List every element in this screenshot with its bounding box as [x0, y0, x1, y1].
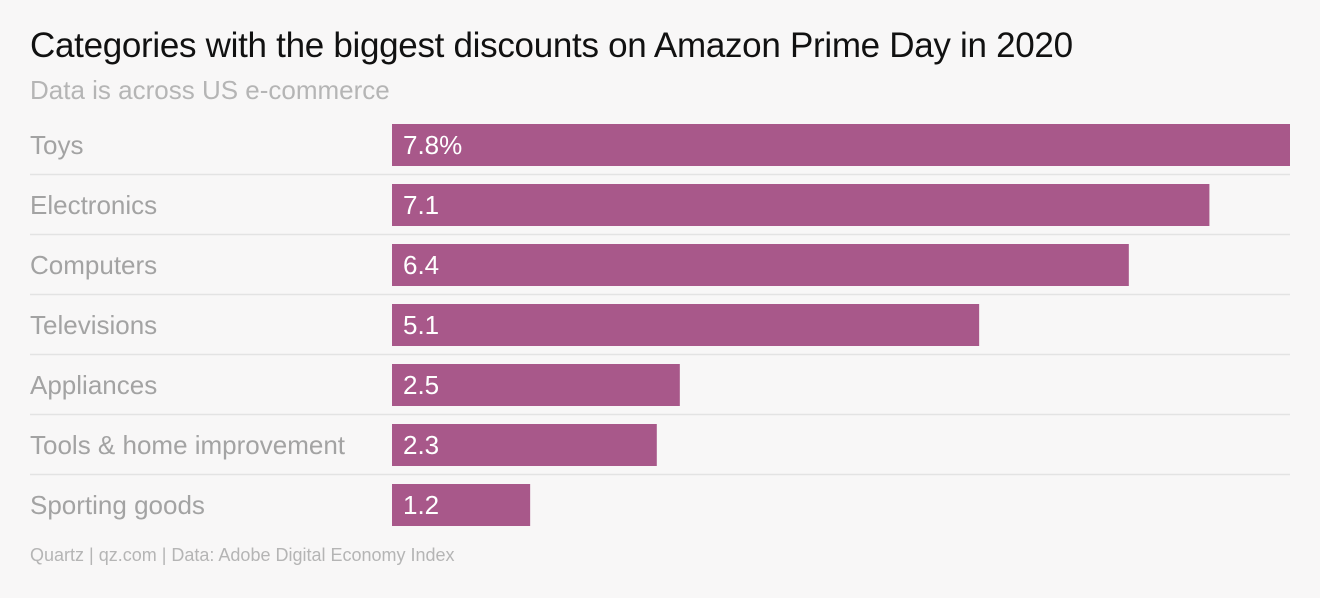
bar — [392, 304, 980, 346]
category-label: Electronics — [30, 190, 157, 220]
bar — [392, 424, 657, 466]
category-label: Appliances — [30, 370, 157, 400]
category-label: Toys — [30, 130, 83, 160]
bar-value-label: 7.1 — [403, 190, 439, 220]
chart-title: Categories with the biggest discounts on… — [30, 26, 1073, 65]
source-footer: Quartz | qz.com | Data: Adobe Digital Ec… — [30, 545, 455, 565]
chart-subtitle: Data is across US e-commerce — [30, 75, 390, 105]
category-label: Sporting goods — [30, 490, 205, 520]
bar — [392, 184, 1210, 226]
bar-value-label: 2.3 — [403, 430, 439, 460]
category-label: Tools & home improvement — [30, 430, 346, 460]
bar-value-label: 1.2 — [403, 490, 439, 520]
bar — [392, 244, 1129, 286]
bar — [392, 484, 531, 526]
bar-value-label: 5.1 — [403, 310, 439, 340]
bar — [392, 124, 1290, 166]
category-label: Televisions — [30, 310, 157, 340]
bar-value-label: 7.8% — [403, 130, 462, 160]
bar-value-label: 6.4 — [403, 250, 439, 280]
bar — [392, 364, 680, 406]
category-label: Computers — [30, 250, 157, 280]
bar-value-label: 2.5 — [403, 370, 439, 400]
